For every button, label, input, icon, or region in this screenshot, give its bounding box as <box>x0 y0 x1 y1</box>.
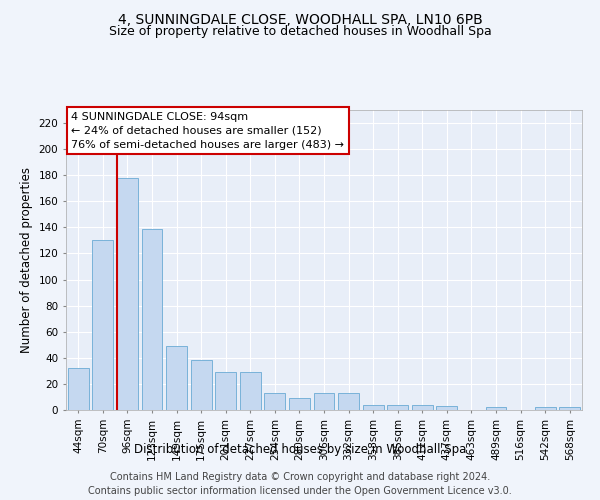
Bar <box>117 178 138 410</box>
Bar <box>485 408 506 410</box>
Y-axis label: Number of detached properties: Number of detached properties <box>20 167 33 353</box>
Bar <box>387 405 408 410</box>
Text: 4, SUNNINGDALE CLOSE, WOODHALL SPA, LN10 6PB: 4, SUNNINGDALE CLOSE, WOODHALL SPA, LN10… <box>118 12 482 26</box>
Bar <box>68 368 89 410</box>
Bar <box>215 372 236 410</box>
Bar <box>338 393 359 410</box>
Bar <box>412 405 433 410</box>
Bar <box>535 408 556 410</box>
Text: Distribution of detached houses by size in Woodhall Spa: Distribution of detached houses by size … <box>134 442 466 456</box>
Bar <box>191 360 212 410</box>
Bar <box>265 393 286 410</box>
Bar <box>142 228 163 410</box>
Bar <box>314 393 334 410</box>
Bar <box>362 405 383 410</box>
Bar <box>289 398 310 410</box>
Text: Contains HM Land Registry data © Crown copyright and database right 2024.
Contai: Contains HM Land Registry data © Crown c… <box>88 472 512 496</box>
Text: 4 SUNNINGDALE CLOSE: 94sqm
← 24% of detached houses are smaller (152)
76% of sem: 4 SUNNINGDALE CLOSE: 94sqm ← 24% of deta… <box>71 112 344 150</box>
Text: Size of property relative to detached houses in Woodhall Spa: Size of property relative to detached ho… <box>109 25 491 38</box>
Bar <box>166 346 187 410</box>
Bar <box>436 406 457 410</box>
Bar <box>559 408 580 410</box>
Bar <box>240 372 261 410</box>
Bar <box>92 240 113 410</box>
